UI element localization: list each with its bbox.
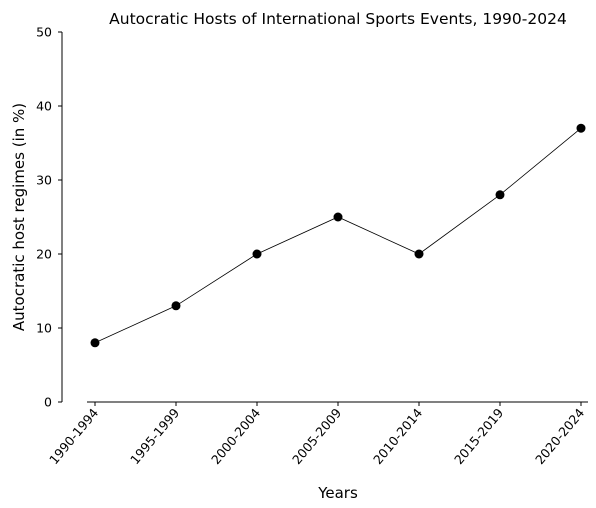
y-tick-label: 30 — [36, 173, 52, 188]
y-tick-label: 0 — [44, 395, 52, 410]
series-group — [90, 123, 586, 348]
x-tick-label: 1990-1994 — [46, 405, 101, 467]
x-tick-label: 2020-2024 — [532, 405, 587, 467]
y-tick-label: 20 — [36, 247, 52, 262]
data-point — [252, 249, 262, 259]
y-tick-label: 40 — [36, 99, 52, 114]
data-point — [414, 249, 424, 259]
data-point — [171, 301, 181, 311]
series-line — [94, 127, 582, 344]
y-tick-label: 10 — [36, 321, 52, 336]
data-point — [333, 212, 343, 222]
x-ticks: 1990-1994 1995-1999 2000-2004 2005-2009 2010… — [46, 402, 587, 467]
chart-title: Autocratic Hosts of International Sports… — [109, 10, 567, 28]
x-tick-label: 2000-2004 — [208, 405, 263, 467]
x-axis-label: Years — [317, 484, 358, 502]
data-point — [90, 338, 100, 348]
x-tick-label: 2010-2014 — [370, 405, 425, 467]
y-ticks: 0 10 20 30 40 50 — [36, 25, 62, 410]
x-tick-label: 2015-2019 — [451, 405, 506, 467]
data-point — [576, 123, 586, 133]
data-point — [495, 190, 505, 200]
y-tick-label: 50 — [36, 25, 52, 40]
x-tick-label: 2005-2009 — [289, 405, 344, 467]
y-axis-label: Autocratic host regimes (in %) — [10, 103, 28, 331]
x-tick-label: 1995-1999 — [127, 405, 182, 467]
